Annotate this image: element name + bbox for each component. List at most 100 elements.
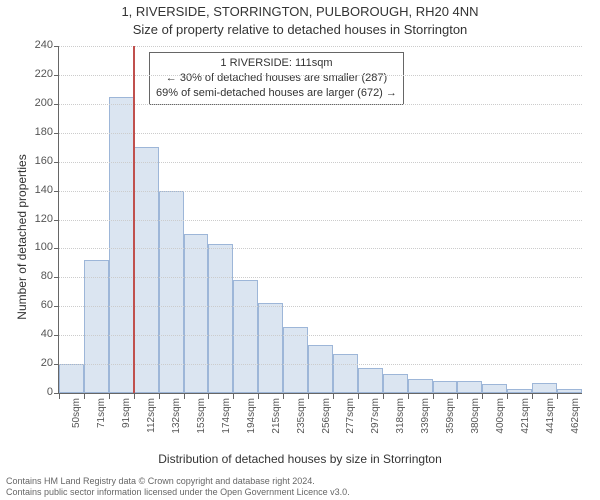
xtick-mark: [333, 394, 334, 399]
xtick-label: 380sqm: [470, 398, 481, 448]
xtick-mark: [233, 394, 234, 399]
xtick-mark: [308, 394, 309, 399]
ytick-label: 120: [21, 213, 53, 225]
x-axis-label: Distribution of detached houses by size …: [0, 452, 600, 466]
ytick-label: 220: [21, 68, 53, 80]
footer-attribution: Contains HM Land Registry data © Crown c…: [6, 476, 350, 499]
gridline: [59, 277, 582, 278]
histogram-bar: [59, 364, 84, 393]
gridline: [59, 75, 582, 76]
xtick-mark: [258, 394, 259, 399]
histogram-bar: [134, 147, 159, 393]
xtick-label: 359sqm: [445, 398, 456, 448]
xtick-mark: [433, 394, 434, 399]
gridline: [59, 364, 582, 365]
xtick-label: 50sqm: [71, 398, 82, 448]
gridline: [59, 220, 582, 221]
ytick-label: 0: [21, 386, 53, 398]
xtick-mark: [408, 394, 409, 399]
xtick-label: 215sqm: [271, 398, 282, 448]
xtick-label: 235sqm: [296, 398, 307, 448]
ytick-label: 20: [21, 357, 53, 369]
histogram-bar: [208, 244, 233, 393]
ytick-label: 140: [21, 184, 53, 196]
ytick-mark: [54, 46, 59, 47]
histogram-bar: [184, 234, 209, 393]
xtick-label: 421sqm: [520, 398, 531, 448]
gridline: [59, 46, 582, 47]
xtick-label: 441sqm: [545, 398, 556, 448]
histogram-chart: 1, RIVERSIDE, STORRINGTON, PULBOROUGH, R…: [0, 0, 600, 500]
ytick-label: 240: [21, 39, 53, 51]
xtick-mark: [507, 394, 508, 399]
xtick-mark: [557, 394, 558, 399]
xtick-label: 400sqm: [495, 398, 506, 448]
ytick-mark: [54, 162, 59, 163]
histogram-bar: [408, 379, 433, 393]
ytick-mark: [54, 306, 59, 307]
histogram-bar: [383, 374, 408, 393]
ytick-label: 180: [21, 126, 53, 138]
xtick-label: 462sqm: [570, 398, 581, 448]
histogram-bar: [258, 303, 283, 393]
histogram-bar: [482, 384, 507, 393]
xtick-label: 318sqm: [395, 398, 406, 448]
chart-title-line1: 1, RIVERSIDE, STORRINGTON, PULBOROUGH, R…: [0, 4, 600, 19]
ytick-mark: [54, 364, 59, 365]
xtick-label: 194sqm: [246, 398, 257, 448]
xtick-mark: [358, 394, 359, 399]
gridline: [59, 133, 582, 134]
histogram-bar: [233, 280, 258, 393]
xtick-label: 71sqm: [96, 398, 107, 448]
histogram-bar: [283, 327, 308, 394]
xtick-mark: [482, 394, 483, 399]
xtick-mark: [283, 394, 284, 399]
gridline: [59, 191, 582, 192]
histogram-bar: [308, 345, 333, 393]
xtick-mark: [134, 394, 135, 399]
ytick-mark: [54, 191, 59, 192]
histogram-bar: [433, 381, 458, 393]
histogram-bar: [159, 191, 184, 393]
xtick-label: 91sqm: [121, 398, 132, 448]
gridline: [59, 306, 582, 307]
ytick-mark: [54, 220, 59, 221]
xtick-mark: [84, 394, 85, 399]
ytick-mark: [54, 335, 59, 336]
ytick-label: 200: [21, 97, 53, 109]
xtick-mark: [208, 394, 209, 399]
ytick-label: 60: [21, 299, 53, 311]
xtick-label: 112sqm: [146, 398, 157, 448]
xtick-mark: [59, 394, 60, 399]
xtick-mark: [184, 394, 185, 399]
xtick-label: 174sqm: [221, 398, 232, 448]
ytick-mark: [54, 277, 59, 278]
footer-line2: Contains public sector information licen…: [6, 487, 350, 498]
xtick-label: 256sqm: [321, 398, 332, 448]
annotation-line: 69% of semi-detached houses are larger (…: [156, 86, 397, 101]
xtick-mark: [159, 394, 160, 399]
reference-line: [133, 46, 135, 393]
xtick-label: 153sqm: [196, 398, 207, 448]
gridline: [59, 335, 582, 336]
annotation-line: ← 30% of detached houses are smaller (28…: [156, 71, 397, 86]
histogram-bar: [507, 389, 532, 393]
histogram-bar: [84, 260, 109, 393]
footer-line1: Contains HM Land Registry data © Crown c…: [6, 476, 350, 487]
ytick-label: 40: [21, 328, 53, 340]
annotation-box: 1 RIVERSIDE: 111sqm← 30% of detached hou…: [149, 52, 404, 105]
xtick-label: 132sqm: [171, 398, 182, 448]
histogram-bar: [358, 368, 383, 393]
ytick-mark: [54, 133, 59, 134]
ytick-mark: [54, 75, 59, 76]
histogram-bar: [109, 97, 134, 393]
xtick-mark: [532, 394, 533, 399]
histogram-bar: [532, 383, 557, 393]
gridline: [59, 248, 582, 249]
xtick-mark: [457, 394, 458, 399]
chart-title-line2: Size of property relative to detached ho…: [0, 22, 600, 37]
histogram-bar: [557, 389, 582, 393]
gridline: [59, 162, 582, 163]
histogram-bar: [333, 354, 358, 393]
ytick-label: 80: [21, 270, 53, 282]
